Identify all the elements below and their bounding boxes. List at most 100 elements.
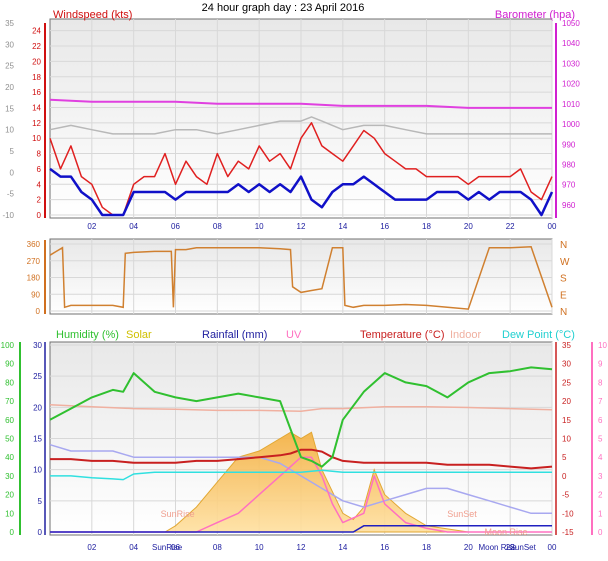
series-line (49, 404, 553, 412)
moonrise-axis-label: Moon Rise (478, 543, 517, 552)
tick-label: 990 (562, 140, 576, 149)
tick-label: 14 (338, 222, 347, 231)
tick-label: 1010 (562, 100, 580, 109)
legend-label: Rainfall (mm) (202, 329, 267, 341)
tick-label: 15 (562, 416, 571, 425)
tick-label: 20 (464, 543, 473, 552)
temperature-tick-labels: 35 30 25 20 15 10 5 0 -5 -10 -15 (555, 341, 574, 537)
tick-label: 970 (562, 181, 576, 190)
tick-label: 10 (5, 509, 14, 518)
series-line (49, 366, 553, 468)
tick-label: 14 (32, 103, 41, 112)
compass-label: S (560, 274, 567, 285)
wind-axis-label: Windspeed (kts) (53, 9, 132, 21)
tick-label: 18 (32, 73, 41, 82)
wind-x-tick-labels: 02 04 06 08 10 12 14 16 18 20 22 00 (87, 222, 557, 231)
rain-solar-tick-labels: 30 25 20 15 10 5 0 (33, 341, 46, 537)
tick-label: 24 (32, 27, 41, 36)
tick-label: 18 (422, 222, 431, 231)
tick-label: 10 (33, 466, 42, 475)
legend-label: UV (286, 329, 302, 341)
tick-label: -15 (562, 528, 574, 537)
climate-legend: Humidity (%) Solar Rainfall (mm) UV Temperat… (56, 329, 575, 341)
series-line (50, 469, 552, 481)
compass-label: E (560, 290, 567, 301)
direction-tick-labels: 360 270 180 90 0 (27, 240, 46, 316)
tick-label: 12 (32, 119, 41, 128)
sunrise-label: SunRise (161, 509, 195, 519)
compass-label: N (560, 307, 567, 318)
tick-label: 35 (5, 19, 14, 28)
tick-label: 60 (5, 416, 14, 425)
tick-label: 30 (5, 472, 14, 481)
tick-label: 20 (5, 491, 14, 500)
direction-series (49, 246, 553, 310)
tick-label: 12 (297, 222, 306, 231)
tick-label: 4 (598, 453, 603, 462)
tick-label: 30 (5, 40, 14, 49)
tick-label: 8 (37, 150, 42, 159)
tick-label: 20 (464, 222, 473, 231)
tick-label: 20 (5, 83, 14, 92)
wind-series (49, 98, 554, 217)
tick-label: 9 (598, 360, 603, 369)
tick-label: 10 (255, 543, 264, 552)
barometer-axis-label: Barometer (hpa) (495, 9, 575, 21)
tick-label: 0 (37, 211, 42, 220)
compass-label: N (560, 240, 567, 251)
legend-label: Humidity (%) (56, 329, 119, 341)
tick-label: 25 (5, 62, 14, 71)
tick-label: 7 (598, 397, 603, 406)
tick-label: 02 (87, 543, 96, 552)
series-line (49, 167, 554, 217)
tick-label: 0 (10, 528, 15, 537)
tick-label: 35 (562, 341, 571, 350)
wind-outer-tick-labels: 35 30 25 20 15 10 5 0 -5 -10 (2, 19, 14, 220)
chart-title: 24 hour graph day : 23 April 2016 (202, 2, 365, 14)
tick-label: 50 (5, 435, 14, 444)
compass-label: W (560, 257, 570, 268)
tick-label: 8 (598, 378, 603, 387)
tick-label: -10 (2, 211, 14, 220)
climate-series (49, 366, 553, 533)
series-line (50, 525, 552, 533)
tick-label: 12 (297, 543, 306, 552)
series-line (50, 448, 553, 470)
sunset-axis-label: SunSet (510, 543, 537, 552)
tick-label: 25 (562, 378, 571, 387)
tick-label: 1030 (562, 59, 580, 68)
tick-label: 30 (33, 341, 42, 350)
tick-label: 3 (598, 472, 603, 481)
tick-label: 18 (422, 543, 431, 552)
moonrise-label: Moon Rise (484, 527, 527, 537)
legend-label: Dew Point (°C) (502, 329, 575, 341)
panel-direction-gridlines (50, 239, 553, 314)
tick-label: 00 (548, 222, 557, 231)
tick-label: 5 (598, 435, 603, 444)
tick-label: 360 (27, 240, 41, 249)
tick-label: 15 (33, 435, 42, 444)
tick-label: 0 (562, 472, 567, 481)
tick-label: 20 (33, 403, 42, 412)
tick-label: 22 (506, 222, 515, 231)
tick-label: 1000 (562, 120, 580, 129)
tick-label: 5 (10, 147, 15, 156)
series-line (49, 443, 552, 515)
tick-label: 16 (380, 222, 389, 231)
tick-label: 6 (598, 416, 603, 425)
tick-label: 14 (338, 543, 347, 552)
tick-label: 16 (32, 88, 41, 97)
tick-label: 08 (213, 543, 222, 552)
tick-label: 100 (1, 341, 15, 350)
tick-label: 10 (562, 435, 571, 444)
tick-label: 08 (213, 222, 222, 231)
tick-label: 40 (5, 453, 14, 462)
tick-label: 30 (562, 360, 571, 369)
tick-label: 0 (36, 307, 41, 316)
tick-label: 10 (32, 134, 41, 143)
tick-label: 15 (5, 104, 14, 113)
tick-label: 80 (5, 378, 14, 387)
